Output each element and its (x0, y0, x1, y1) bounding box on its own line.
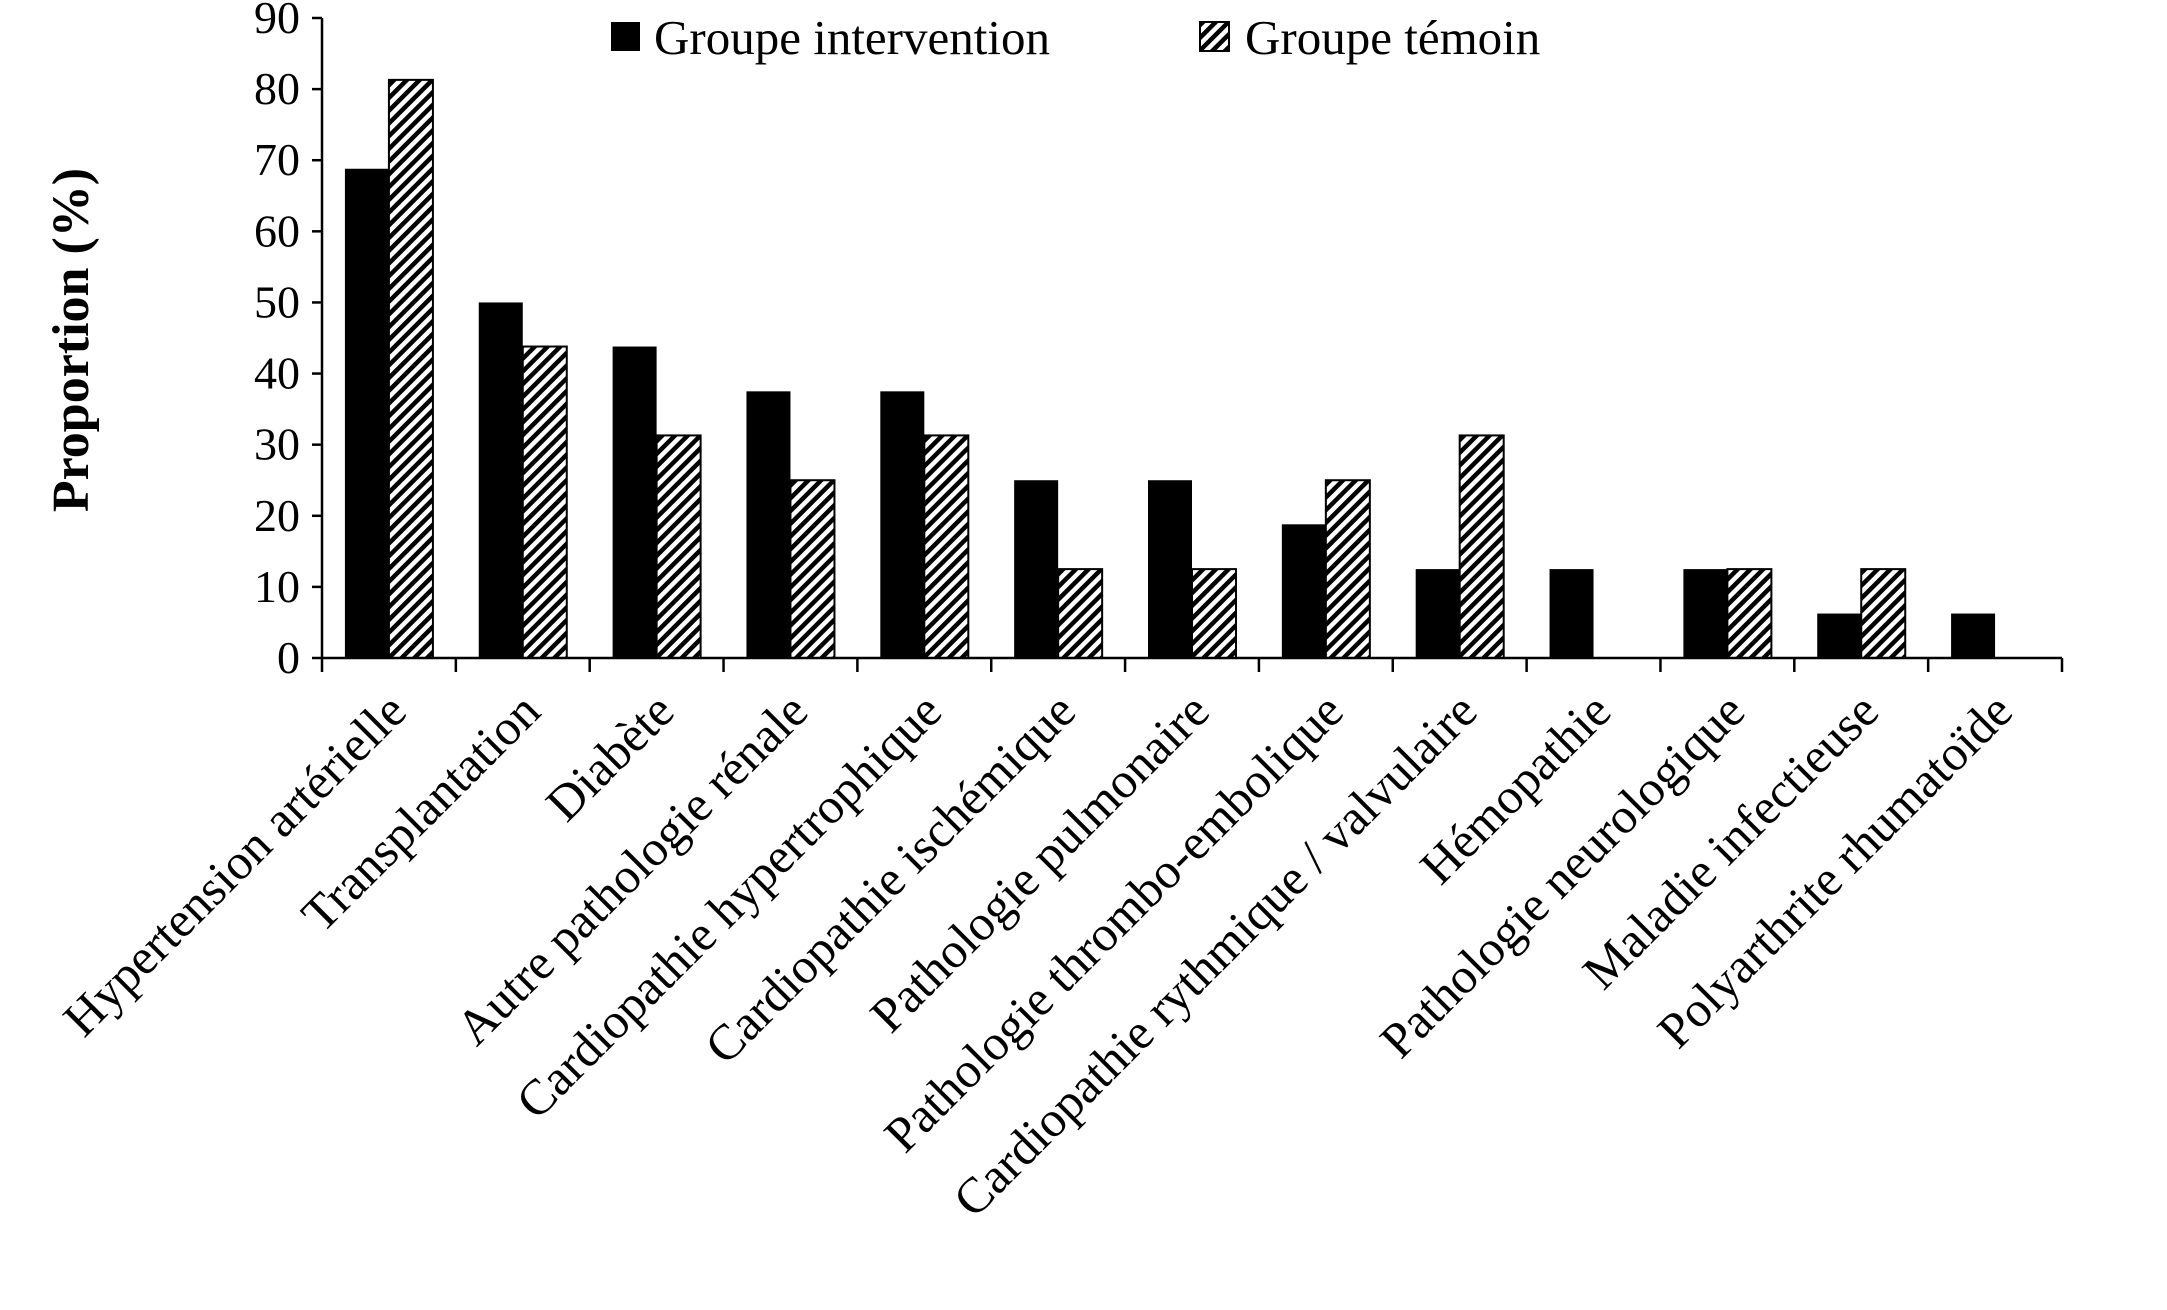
legend-label-intervention: Groupe intervention (654, 10, 1050, 65)
bar-intervention (1148, 480, 1192, 658)
bar-temoin (1458, 434, 1505, 659)
bar-temoin (1860, 568, 1907, 659)
x-axis: Hypertension artérielleTransplantationDi… (52, 656, 2064, 1227)
y-tick-label: 10 (254, 561, 300, 612)
bars (344, 78, 1996, 660)
y-tick-label: 0 (277, 632, 300, 683)
bar-intervention (1817, 613, 1862, 658)
y-axis: 0 10 20 30 40 50 60 70 80 90 (254, 0, 324, 683)
bar-intervention (1415, 569, 1460, 658)
x-tick-label: Transplantation (290, 682, 550, 942)
bar-intervention (880, 391, 925, 658)
bar-temoin (387, 78, 434, 660)
y-tick-label: 40 (254, 348, 300, 399)
bar-intervention (344, 168, 389, 658)
legend-swatch-temoin (1199, 21, 1230, 52)
y-tick-label: 90 (254, 0, 300, 43)
y-tick-label: 60 (254, 205, 300, 256)
y-tick-label: 20 (254, 490, 300, 541)
bar-temoin (789, 479, 836, 659)
bar-temoin (1057, 568, 1104, 659)
bar-intervention (1951, 613, 1996, 658)
bar-temoin (1324, 479, 1371, 659)
bar-temoin (655, 434, 702, 659)
bar-intervention (478, 302, 523, 658)
bar-temoin (923, 434, 970, 659)
bar-temoin (1726, 568, 1773, 659)
bar-temoin (521, 345, 568, 659)
bar-intervention (612, 346, 657, 658)
y-tick-label: 70 (254, 134, 300, 185)
bar-intervention (1014, 480, 1059, 658)
y-tick-label: 30 (254, 419, 300, 470)
y-axis-label: Proportion (%) (43, 168, 100, 512)
y-tick-label: 80 (254, 63, 300, 114)
legend-swatch-intervention (611, 22, 640, 51)
bar-temoin (1191, 568, 1237, 659)
bar-intervention (1683, 569, 1728, 658)
bar-intervention (746, 391, 791, 658)
bar-intervention (1281, 524, 1326, 658)
bar-intervention (1549, 569, 1594, 658)
legend: Groupe intervention Groupe témoin (611, 10, 1540, 65)
legend-label-temoin: Groupe témoin (1245, 10, 1540, 65)
y-tick-label: 50 (254, 276, 300, 327)
